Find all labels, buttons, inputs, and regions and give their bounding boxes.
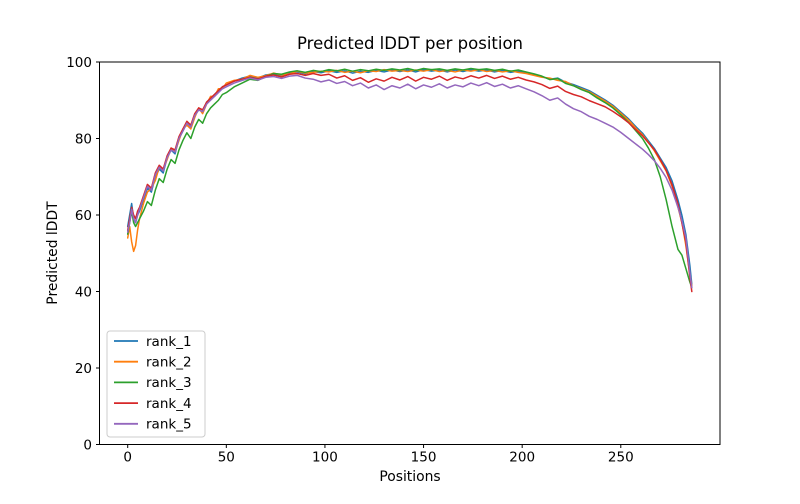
legend: rank_1 rank_2 rank_3 rank_4 rank_5 — [106, 330, 206, 438]
x-axis-label: Positions — [379, 469, 440, 485]
x-tick-label: 150 — [411, 450, 437, 466]
y-axis: 0 20 40 60 80 100 — [66, 55, 100, 453]
x-tick-label: 250 — [608, 450, 634, 466]
series-group — [126, 67, 693, 293]
legend-label-rank_1: rank_1 — [146, 334, 192, 350]
legend-label-rank_3: rank_3 — [146, 375, 192, 391]
y-axis-label: Predicted lDDT — [45, 201, 61, 305]
legend-label-rank_4: rank_4 — [146, 396, 192, 412]
y-tick-label: 40 — [75, 284, 92, 300]
chart-title: Predicted lDDT per position — [297, 34, 523, 53]
y-tick-label: 20 — [75, 361, 92, 377]
y-tick-label: 80 — [75, 131, 92, 147]
x-tick-label: 0 — [123, 450, 132, 466]
y-tick-label: 0 — [83, 437, 92, 453]
series-line-rank_5 — [126, 74, 693, 289]
legend-box — [106, 330, 206, 438]
y-tick-label: 100 — [66, 55, 92, 71]
legend-label-rank_5: rank_5 — [146, 417, 192, 433]
series-line-rank_3 — [126, 67, 693, 289]
legend-label-rank_2: rank_2 — [146, 355, 192, 371]
y-tick-label: 60 — [75, 208, 92, 224]
x-axis: 0 50 100 150 200 250 — [123, 444, 634, 466]
x-tick-label: 50 — [218, 450, 235, 466]
x-tick-label: 100 — [312, 450, 338, 466]
series-line-rank_2 — [126, 68, 693, 287]
x-tick-label: 200 — [509, 450, 535, 466]
plot-area-border — [99, 61, 721, 445]
